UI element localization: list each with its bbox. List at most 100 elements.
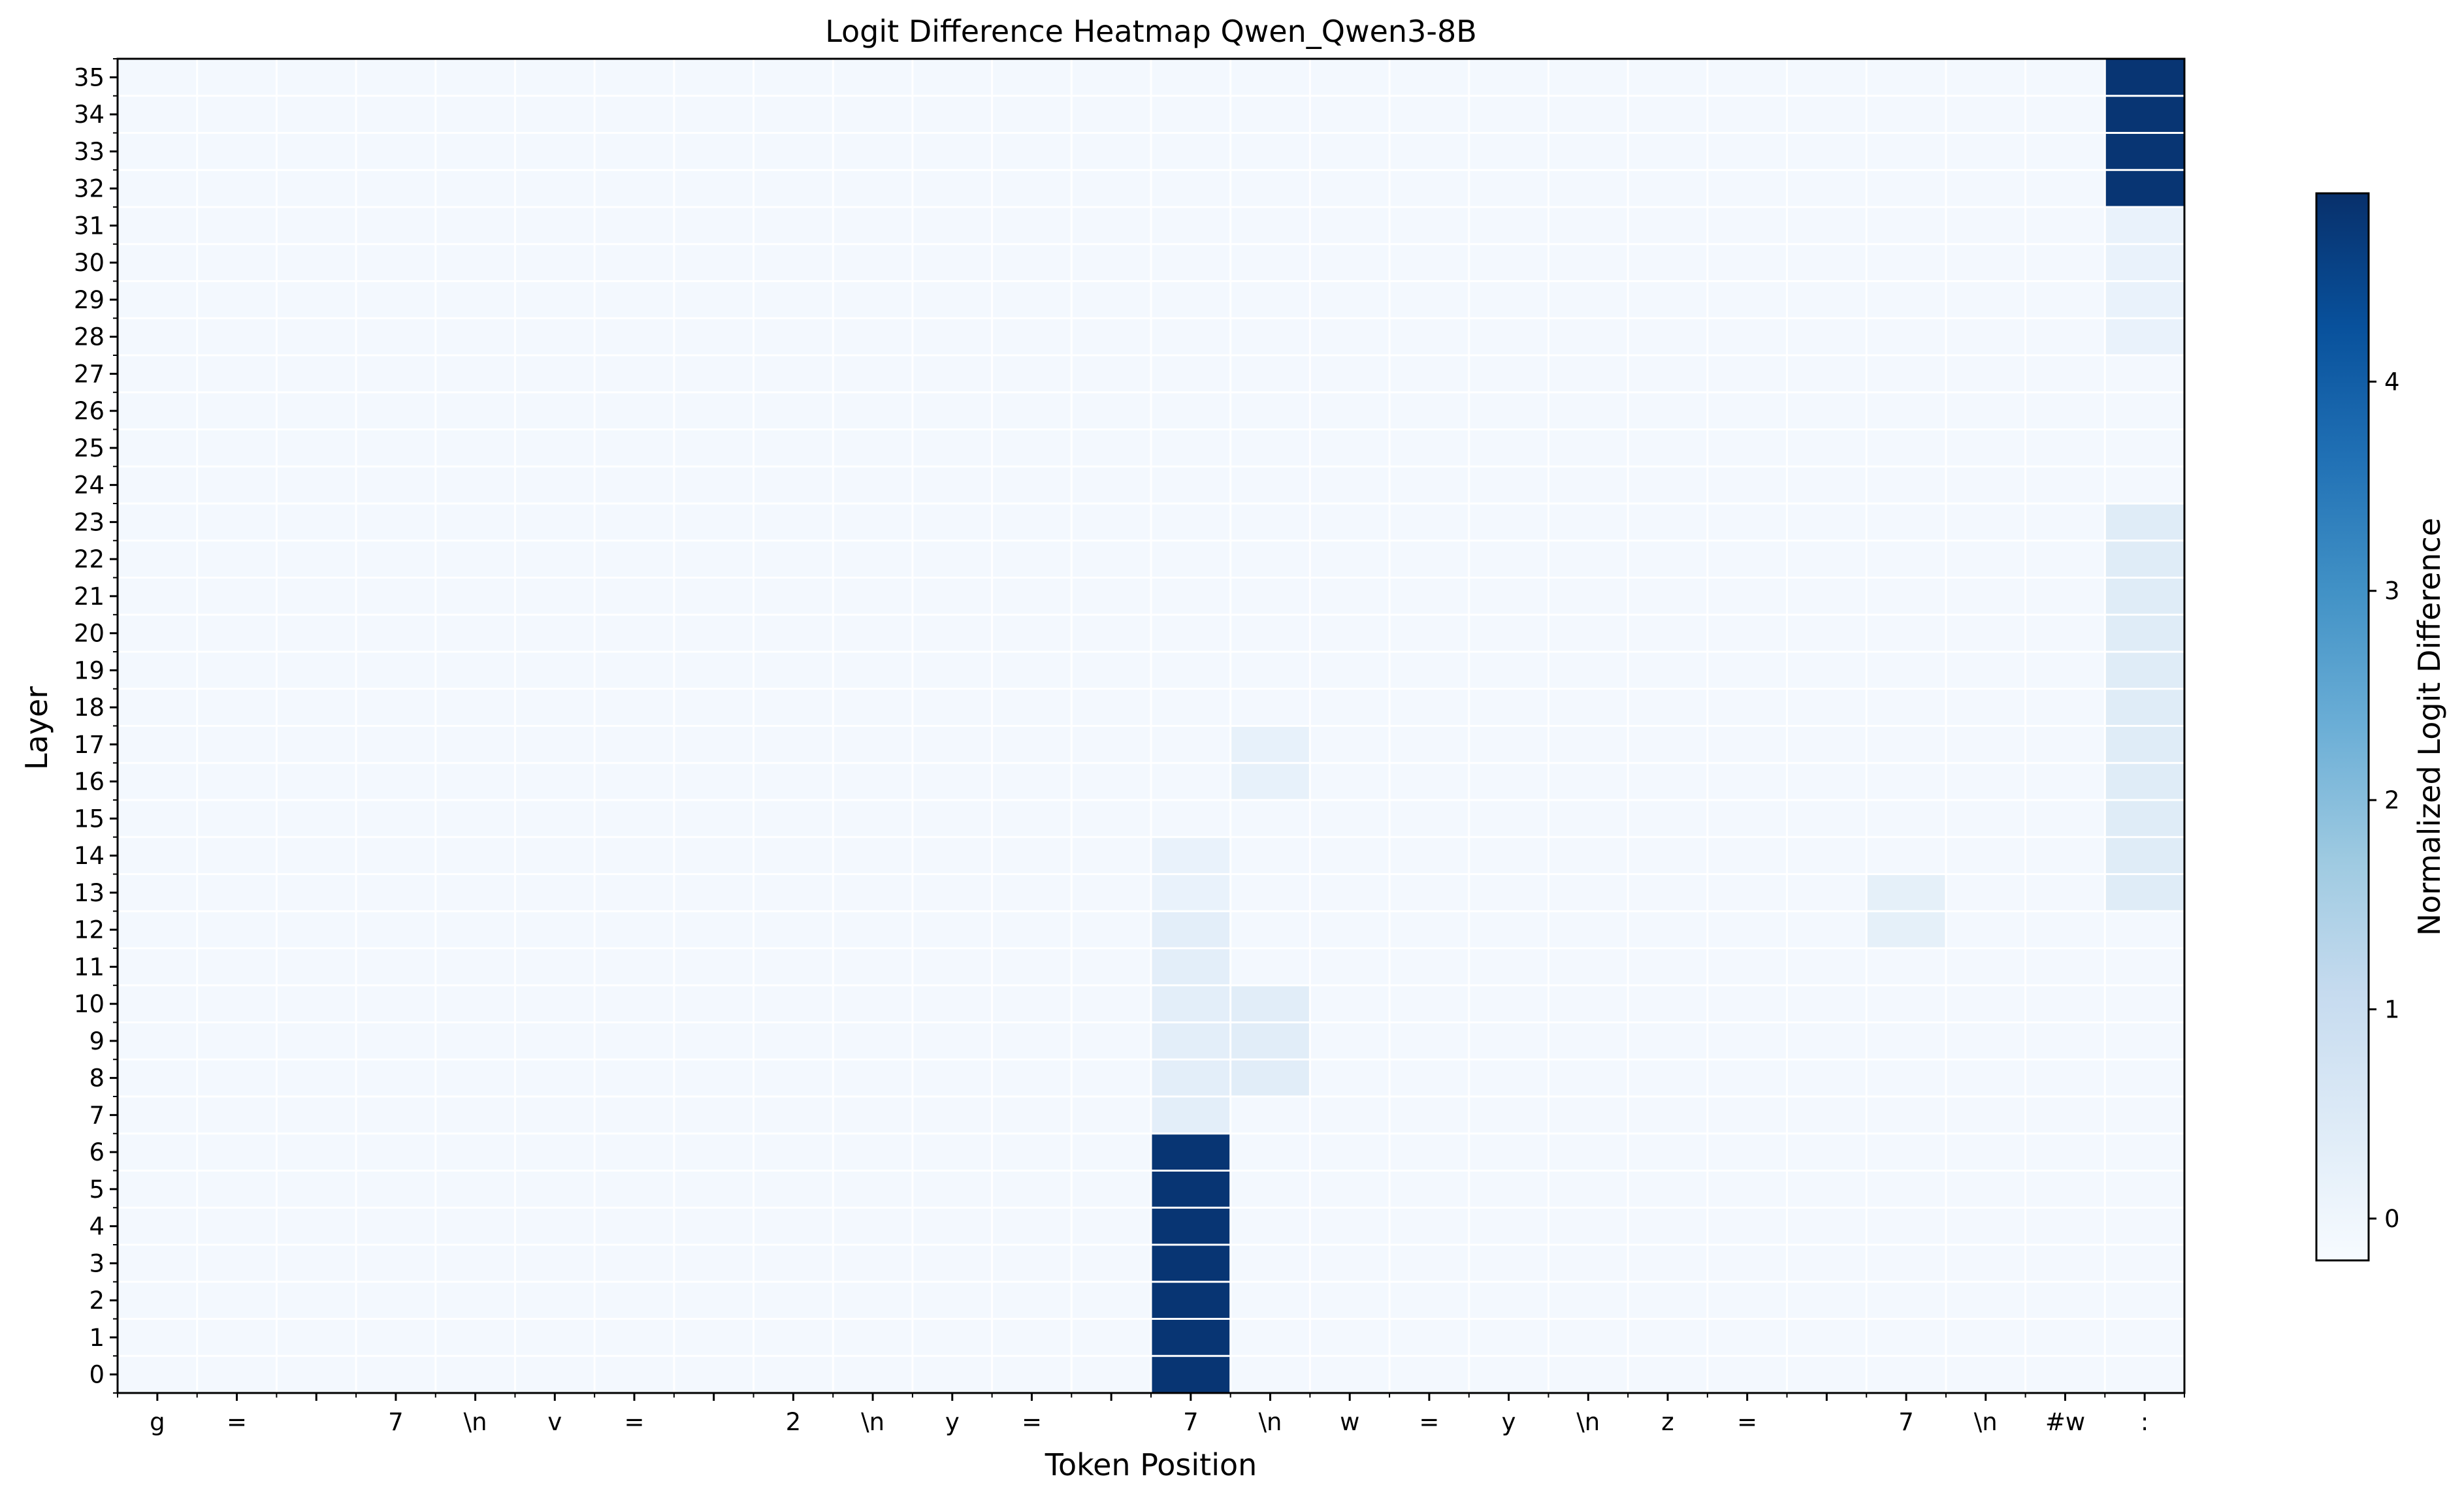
heatmap-cell (515, 615, 595, 652)
y-tick-label: 17 (74, 731, 105, 759)
heatmap-cell (912, 615, 992, 652)
heatmap-cell (2105, 948, 2184, 985)
heatmap-cell (1071, 540, 1151, 578)
heatmap-cell (1230, 392, 1310, 430)
heatmap-cell (276, 874, 357, 912)
heatmap-cell (1071, 837, 1151, 874)
heatmap-cell (356, 504, 436, 541)
heatmap-cell (1707, 95, 1787, 133)
heatmap-cell (912, 1319, 992, 1356)
heatmap-cell (992, 1356, 1072, 1393)
x-tick-label: z (1661, 1408, 1674, 1436)
heatmap-cell (673, 1170, 754, 1208)
heatmap-cell (197, 1022, 277, 1060)
heatmap-cell (1866, 652, 1946, 689)
heatmap-cell (1866, 504, 1946, 541)
heatmap-cell (992, 1170, 1072, 1208)
heatmap-cell (912, 429, 992, 467)
heatmap-cell (435, 763, 515, 800)
x-tick-label: #w (2045, 1408, 2085, 1436)
heatmap-cell (594, 392, 674, 430)
heatmap-cell (673, 1208, 754, 1245)
heatmap-cell (515, 59, 595, 96)
heatmap-cell (1548, 837, 1629, 874)
heatmap-cell (1230, 1059, 1310, 1096)
heatmap-cell (1628, 1096, 1708, 1134)
y-axis-label: Layer (19, 686, 54, 770)
heatmap-cell (1151, 1133, 1231, 1171)
heatmap-cell (1389, 355, 1469, 392)
heatmap-cell (435, 1133, 515, 1171)
heatmap-cell (2025, 504, 2105, 541)
heatmap-cell (833, 540, 913, 578)
heatmap-cell (1945, 1281, 2026, 1319)
heatmap-cell (2025, 1281, 2105, 1319)
heatmap-cell (1945, 504, 2026, 541)
heatmap-cell (1071, 207, 1151, 244)
heatmap-cell (118, 1170, 197, 1208)
heatmap-cell (1707, 911, 1787, 948)
heatmap-cell (1389, 837, 1469, 874)
heatmap-cell (912, 1170, 992, 1208)
heatmap-cell (1468, 504, 1549, 541)
heatmap-cell (1310, 763, 1390, 800)
heatmap-cell (435, 59, 515, 96)
heatmap-cell (1389, 615, 1469, 652)
heatmap-cell (673, 1319, 754, 1356)
heatmap-cell (1151, 577, 1231, 615)
heatmap-cell (1548, 95, 1629, 133)
heatmap-cell (753, 59, 834, 96)
heatmap-cell (197, 504, 277, 541)
heatmap-cell (2105, 1245, 2184, 1282)
heatmap-cell (753, 911, 834, 948)
x-tick-label: = (1737, 1408, 1757, 1436)
heatmap-cell (2025, 1319, 2105, 1356)
heatmap-cell (1945, 466, 2026, 504)
heatmap-cell (515, 95, 595, 133)
heatmap-cell (2025, 948, 2105, 985)
heatmap-cell (1548, 504, 1629, 541)
heatmap-cell (1628, 95, 1708, 133)
heatmap-cell (2025, 59, 2105, 96)
heatmap-cell (1389, 244, 1469, 281)
heatmap-cell (833, 1356, 913, 1393)
heatmap-cell (1866, 577, 1946, 615)
heatmap-cell (515, 1059, 595, 1096)
heatmap-cell (1230, 1245, 1310, 1282)
heatmap-cell (673, 244, 754, 281)
heatmap-cell (1707, 615, 1787, 652)
heatmap-cell (1628, 948, 1708, 985)
heatmap-cell (118, 170, 197, 207)
heatmap-cell (1151, 540, 1231, 578)
heatmap-cell (753, 763, 834, 800)
heatmap-cell (1945, 170, 2026, 207)
heatmap-cell (1071, 688, 1151, 726)
heatmap-cell (1310, 874, 1390, 912)
heatmap-cell (2105, 355, 2184, 392)
heatmap-cell (197, 688, 277, 726)
heatmap-cell (197, 355, 277, 392)
heatmap-cell (1310, 281, 1390, 319)
heatmap-cell (356, 688, 436, 726)
heatmap-cell (1151, 1281, 1231, 1319)
heatmap-cell (833, 1245, 913, 1282)
heatmap-cell (1468, 355, 1549, 392)
heatmap-cell (197, 59, 277, 96)
heatmap-cell (912, 281, 992, 319)
heatmap-cell (1389, 318, 1469, 355)
heatmap-cell (594, 1096, 674, 1134)
heatmap-cell (2105, 207, 2184, 244)
heatmap-cell (1548, 1319, 1629, 1356)
heatmap-cell (1468, 911, 1549, 948)
heatmap-cell (276, 615, 357, 652)
heatmap-cell (118, 874, 197, 912)
heatmap-cell (1548, 1133, 1629, 1171)
heatmap-cell (1310, 95, 1390, 133)
heatmap-cell (673, 874, 754, 912)
heatmap-cell (276, 1059, 357, 1096)
heatmap-cell (1389, 1245, 1469, 1282)
heatmap-cell (833, 1281, 913, 1319)
heatmap-cell (673, 726, 754, 763)
heatmap-cell (197, 874, 277, 912)
heatmap-cell (435, 281, 515, 319)
